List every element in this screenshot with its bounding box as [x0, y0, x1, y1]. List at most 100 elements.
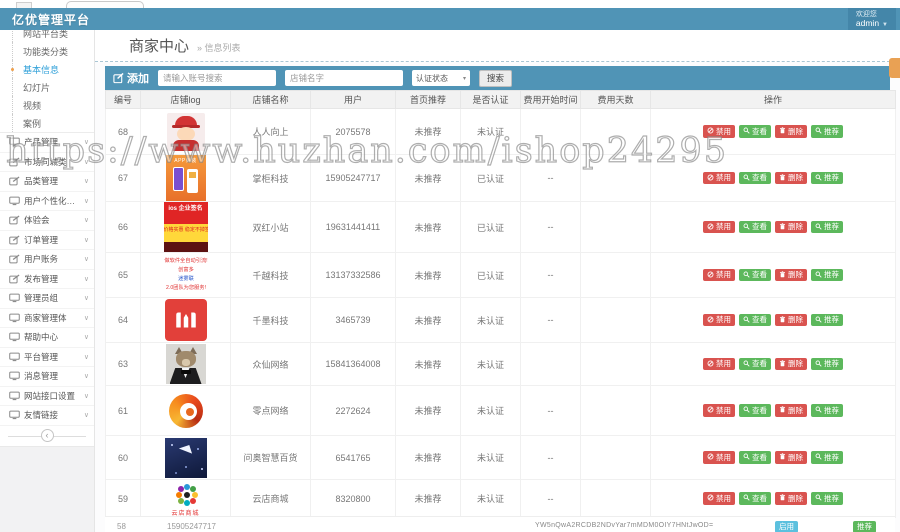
- shop-logo-ios-red-promo: ios 企业签名 价格实惠 稳定不掉签: [140, 201, 231, 253]
- table-row: 61 零点网络 2272624 未推荐 未认证 -- 禁用 查看 删除 推荐: [105, 385, 896, 436]
- cell-user: 8320800: [310, 479, 396, 518]
- trash-icon: [779, 222, 786, 232]
- sidebar-item[interactable]: 管理员组 ∨: [0, 289, 94, 309]
- sidebar-footer: [0, 445, 94, 532]
- shop-name-input[interactable]: [285, 70, 403, 86]
- magnifier-icon: [815, 406, 822, 415]
- cell-certified: 已认证: [460, 154, 521, 202]
- sidebar-subitem[interactable]: 幻灯片: [12, 78, 94, 96]
- monitor-icon: [9, 371, 20, 381]
- view-button[interactable]: 查看: [739, 492, 771, 505]
- view-button[interactable]: 查看: [739, 313, 771, 327]
- delete-button[interactable]: 删除: [775, 313, 807, 327]
- ban-icon: [707, 494, 714, 503]
- cell-fee_days: [580, 252, 651, 298]
- sidebar-item[interactable]: 品类管理 ∨: [0, 172, 94, 192]
- disable-button[interactable]: 禁用: [703, 220, 735, 234]
- breadcrumb: » 信息列表: [197, 43, 241, 53]
- magnifier-icon: [743, 271, 750, 280]
- recommend-button[interactable]: 推荐: [811, 313, 843, 327]
- delete-button[interactable]: 删除: [775, 451, 807, 464]
- disable-button[interactable]: 禁用: [703, 268, 735, 282]
- recommend-button[interactable]: 推荐: [811, 451, 843, 464]
- collapse-left-icon[interactable]: ‹: [40, 429, 54, 442]
- chevron-down-icon: ∨: [83, 217, 89, 225]
- account-search-input[interactable]: [158, 70, 276, 86]
- sidebar-item[interactable]: 帮助中心 ∨: [0, 328, 94, 348]
- disable-button[interactable]: 禁用: [703, 451, 735, 464]
- recommend-button[interactable]: 推荐: [811, 125, 843, 138]
- column-header: 费用开始时间: [520, 90, 581, 109]
- sidebar-item[interactable]: 用户个性化定制管理∨: [0, 192, 94, 211]
- recommend-button[interactable]: 推荐: [853, 521, 876, 532]
- sidebar-item[interactable]: 市场同城类 ∨: [0, 153, 94, 172]
- view-button[interactable]: 查看: [739, 171, 771, 185]
- search-button[interactable]: 搜索: [479, 69, 513, 87]
- delete-button[interactable]: 删除: [775, 492, 807, 505]
- add-button[interactable]: 添加: [113, 70, 149, 86]
- sidebar-item[interactable]: 体验会 ∨: [0, 211, 94, 231]
- view-button[interactable]: 查看: [739, 268, 771, 282]
- recommend-button[interactable]: 推荐: [811, 171, 843, 185]
- delete-button[interactable]: 删除: [775, 171, 807, 185]
- sidebar-item[interactable]: 网站接口设置 ∨: [0, 387, 94, 406]
- sidebar-subitem[interactable]: 视频: [12, 96, 94, 114]
- sidebar-item[interactable]: 消息管理 ∨: [0, 367, 94, 387]
- sidebar-item-label: 平台管理: [24, 351, 59, 362]
- delete-button[interactable]: 删除: [775, 268, 807, 282]
- delete-button[interactable]: 删除: [775, 404, 807, 417]
- recommend-button[interactable]: 推荐: [811, 492, 843, 505]
- sidebar-item[interactable]: 商家管理体 ∨: [0, 309, 94, 328]
- view-button[interactable]: 查看: [739, 357, 771, 371]
- magnifier-icon: [743, 174, 750, 183]
- shop-logo-dark-space-plane: [140, 435, 231, 480]
- magnifier-icon: [815, 271, 822, 280]
- row-fragment: 15905247717: [167, 522, 216, 531]
- cell-certified: 未认证: [460, 479, 521, 518]
- tab-artifact: [66, 1, 144, 9]
- sidebar-item[interactable]: 友情链接 ∨: [0, 406, 94, 426]
- delete-button[interactable]: 删除: [775, 357, 807, 371]
- cell-fee_days: [580, 297, 651, 343]
- sidebar-subitem[interactable]: 案例: [12, 114, 94, 132]
- view-button[interactable]: 查看: [739, 404, 771, 417]
- view-button[interactable]: 查看: [739, 220, 771, 234]
- view-button[interactable]: 查看: [739, 451, 771, 464]
- disable-button[interactable]: 禁用: [703, 313, 735, 327]
- ban-icon: [707, 406, 714, 415]
- column-header: 编号: [105, 90, 141, 109]
- page-title: 商家中心: [129, 38, 190, 55]
- enable-button[interactable]: 启用: [775, 521, 798, 532]
- cell-id: 67: [105, 154, 141, 202]
- sidebar-item[interactable]: 平台管理 ∨: [0, 348, 94, 367]
- disable-button[interactable]: 禁用: [703, 357, 735, 371]
- table-row: 59 云店商城 云店商城 8320800 未推荐 未认证 -- 禁用 查看 删除 推荐: [105, 479, 896, 518]
- sidebar-subitem[interactable]: 功能类分类: [12, 42, 94, 60]
- sidebar-subitem[interactable]: 基本信息: [12, 60, 94, 78]
- cert-status-select[interactable]: 认证状态 ▾: [412, 70, 470, 86]
- app-title: 亿优管理平台: [12, 12, 91, 27]
- sidebar-item[interactable]: 用户账务 ∨: [0, 250, 94, 270]
- user-menu[interactable]: 欢迎您 admin ▼: [847, 8, 896, 30]
- monitor-icon: [9, 332, 20, 342]
- recommend-button[interactable]: 推荐: [811, 404, 843, 417]
- floating-widget-tab[interactable]: [889, 58, 900, 78]
- sidebar-item-label: 友情链接: [24, 410, 59, 421]
- recommend-button[interactable]: 推荐: [811, 357, 843, 371]
- recommend-button[interactable]: 推荐: [811, 220, 843, 234]
- delete-button[interactable]: 删除: [775, 125, 807, 138]
- ban-icon: [707, 127, 714, 136]
- cell-shop: 双红小站: [230, 201, 311, 253]
- sidebar-item[interactable]: 订单管理 ∨: [0, 231, 94, 250]
- sidebar-item-label: 管理员组: [24, 293, 59, 304]
- sidebar-subitem[interactable]: 网站平台类: [12, 30, 94, 42]
- disable-button[interactable]: 禁用: [703, 404, 735, 417]
- sidebar-item[interactable]: 发布管理 ∨: [0, 270, 94, 289]
- disable-button[interactable]: 禁用: [703, 492, 735, 505]
- sidebar-item[interactable]: 产品管理 ∨: [0, 133, 94, 153]
- disable-button[interactable]: 禁用: [703, 125, 735, 138]
- disable-button[interactable]: 禁用: [703, 171, 735, 185]
- view-button[interactable]: 查看: [739, 125, 771, 138]
- recommend-button[interactable]: 推荐: [811, 268, 843, 282]
- delete-button[interactable]: 删除: [775, 220, 807, 234]
